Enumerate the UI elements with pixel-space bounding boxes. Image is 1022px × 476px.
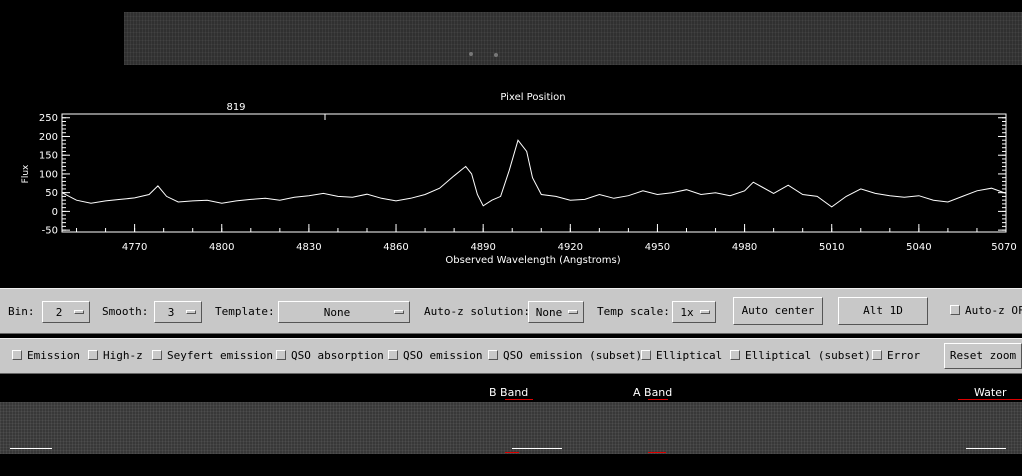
x-ticks: 4770 4800 4830 4860 4890 4920 4950 4980 5010 5040… [76,224,1017,253]
template-dropdown[interactable]: None [278,301,410,323]
qso-emission-label: QSO emission [403,349,483,362]
x-axis-label: Observed Wavelength (Angstroms) [445,255,620,266]
water-band-marker [958,399,1022,400]
tempscale-dropdown[interactable]: 1x [672,301,716,323]
template-panel: Emission High-z Seyfert emission QSO abs… [0,338,1022,374]
b-band-marker [505,399,533,400]
smooth-dropdown[interactable]: 3 [154,301,202,323]
autoz-label: Auto-z solution: [424,305,530,318]
y-tick-label: 50 [45,188,58,199]
smooth-value: 3 [167,306,175,319]
x-tick-label: 4950 [645,242,670,253]
control-panel: Bin: 2 Smooth: 3 Template: None Auto-z s… [0,288,1022,334]
y-axis-label: Flux [21,164,31,183]
y-tick-label: 250 [39,113,58,124]
x-tick-label: 4890 [470,242,495,253]
y-ticks: 250 200 150 100 50 0 -50 [39,113,1006,237]
tempscale-value: 1x [680,306,694,319]
x-tick-label: 5010 [819,242,844,253]
highz-label: High-z [103,349,143,362]
emission-blob [494,53,498,57]
x-tick-label: 4980 [732,242,757,253]
template-label: Template: [215,305,275,318]
qso-absorption-label: QSO absorption [291,349,384,362]
checkbox-icon [641,350,651,360]
band-marker-bottom [505,452,519,453]
reset-zoom-button[interactable]: Reset zoom [944,343,1022,369]
qso-emission-subset-checkbox[interactable]: QSO emission (subset) [488,349,642,362]
a-band-marker [648,399,668,400]
x-tick-label: 4860 [383,242,408,253]
checkbox-icon [276,350,286,360]
seyfert-checkbox[interactable]: Seyfert emission [152,349,273,362]
template-value: None [323,306,351,319]
qso-emission-checkbox[interactable]: QSO emission [388,349,482,362]
dropdown-indicator-icon [568,310,578,314]
sky-line-marker [10,448,52,449]
dropdown-indicator-icon [186,310,196,314]
smooth-label: Smooth: [102,305,149,318]
elliptical-subset-checkbox[interactable]: Elliptical (subset) [730,349,871,362]
dropdown-indicator-icon [394,310,404,314]
plot-frame [61,113,1007,233]
elliptical-label: Elliptical [656,349,723,362]
checkbox-icon [12,350,22,360]
autoz-dropdown[interactable]: None [528,301,584,323]
x-tick-label: 5070 [991,242,1016,253]
bin-value: 2 [55,306,63,319]
qso-emission-subset-label: QSO emission (subset) [503,349,643,362]
a-band-label: A Band [633,386,673,399]
checkbox-icon [488,350,498,360]
checkbox-icon [152,350,162,360]
y-tick-label: 0 [52,207,58,218]
error-label: Error [887,349,921,362]
plot-top-title: Pixel Position [500,92,565,103]
y-tick-label: 100 [39,169,58,180]
qso-absorption-checkbox[interactable]: QSO absorption [276,349,384,362]
checkbox-icon [730,350,740,360]
seyfert-label: Seyfert emission [167,349,273,362]
spectrum-2d-bottom[interactable] [0,402,1022,454]
error-checkbox[interactable]: Error [872,349,920,362]
x-tick-label: 5040 [906,242,931,253]
dropdown-indicator-icon [74,310,84,314]
sky-line-marker [512,448,562,449]
water-band-label: Water [974,386,1007,399]
tempscale-label: Temp scale: [597,305,670,318]
x-tick-label: 4920 [558,242,583,253]
dropdown-indicator-icon [700,310,710,314]
autoz-off-label: Auto-z OFF [965,304,1022,317]
emission-checkbox[interactable]: Emission [12,349,80,362]
autoz-off-checkbox[interactable]: Auto-z OFF [950,304,1022,317]
checkbox-icon [950,305,960,315]
checkbox-icon [388,350,398,360]
elliptical-subset-label: Elliptical (subset) [745,349,871,362]
x-tick-label: 4770 [122,242,147,253]
checkbox-icon [88,350,98,360]
elliptical-checkbox[interactable]: Elliptical [641,349,722,362]
y-tick-label: -50 [42,226,58,237]
autoz-value: None [535,306,563,319]
spectrum-plot[interactable]: Pixel Position 819 Flux Observed Wavelen… [0,85,1022,270]
checkbox-icon [872,350,882,360]
spectrum-line [61,139,1007,208]
b-band-label: B Band [489,386,529,399]
bin-dropdown[interactable]: 2 [42,301,90,323]
x-tick-label: 4830 [296,242,321,253]
band-marker-bottom [648,452,666,453]
emission-label: Emission [27,349,80,362]
bin-label: Bin: [8,305,35,318]
y-tick-label: 200 [39,132,58,143]
emission-blob [469,52,473,56]
spectrum-2d-top[interactable] [124,12,1022,65]
y-tick-label: 150 [39,151,58,162]
alt-1d-button[interactable]: Alt 1D [838,297,928,325]
x-tick-label: 4800 [209,242,234,253]
sky-line-marker [966,448,1006,449]
highz-checkbox[interactable]: High-z [88,349,143,362]
plot-top-tick: 819 [226,102,245,113]
auto-center-button[interactable]: Auto center [733,297,823,325]
